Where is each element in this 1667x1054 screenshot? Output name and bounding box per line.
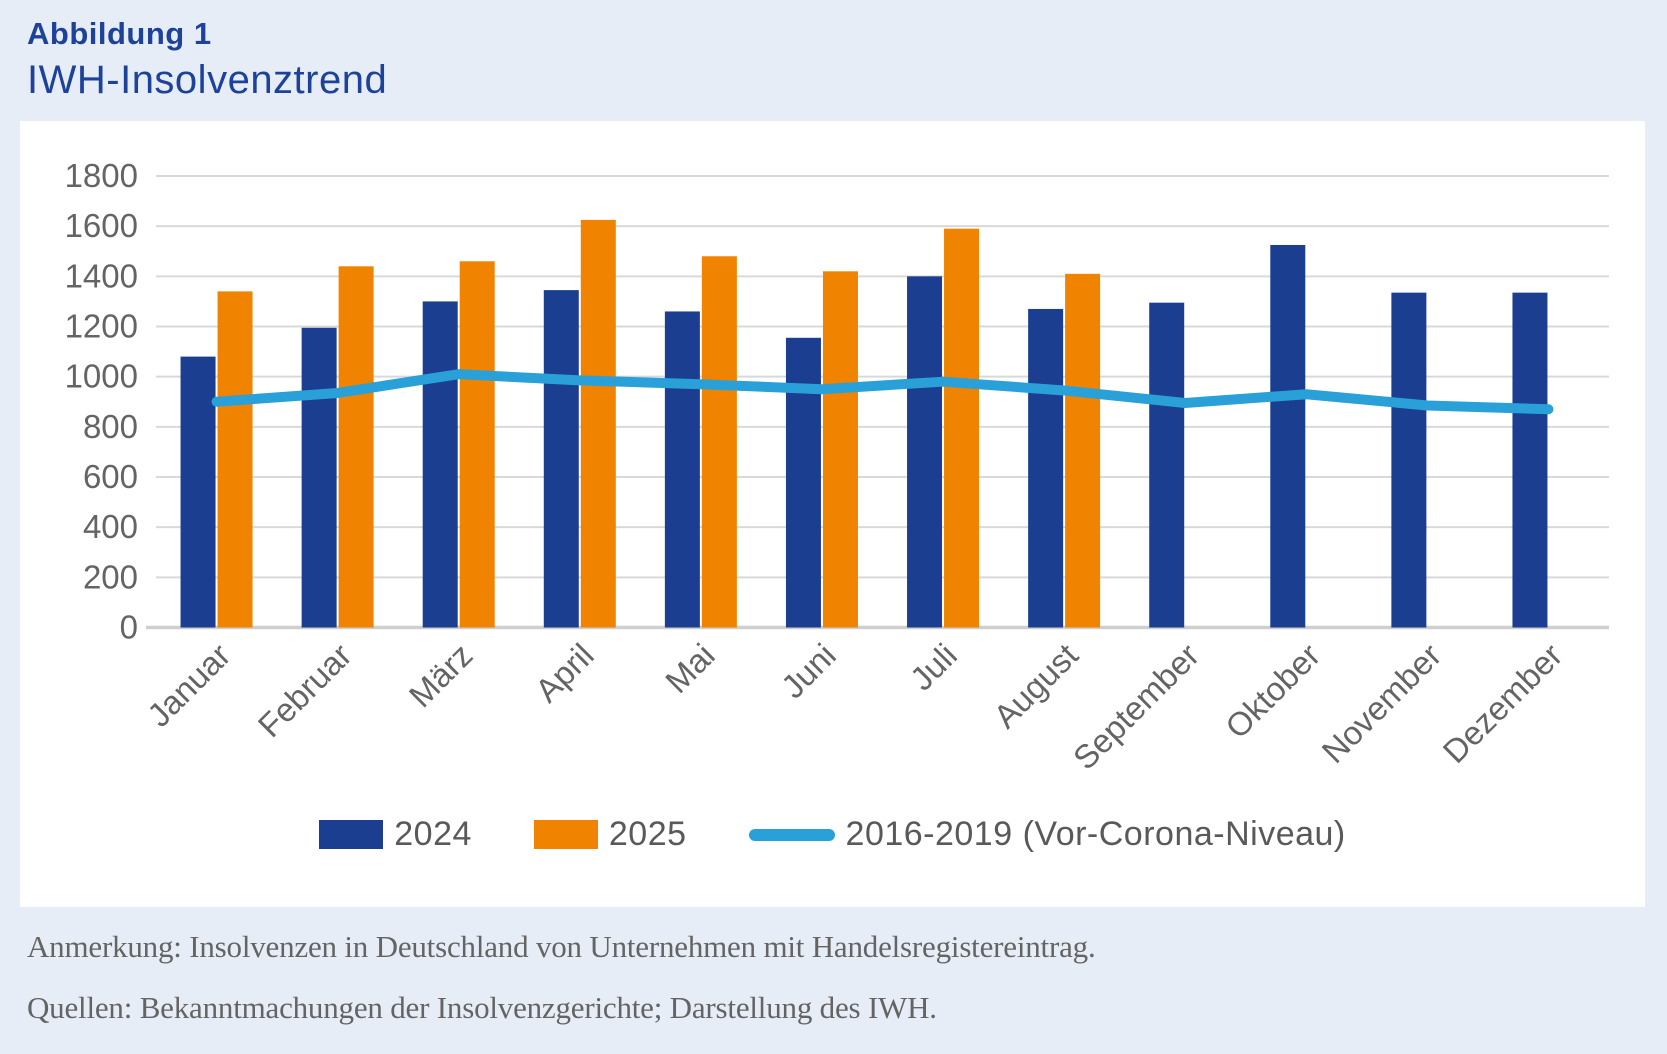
bar-2024-Mai bbox=[664, 311, 700, 628]
bar-2024-Oktober bbox=[1270, 244, 1306, 628]
bar-2024-Juni bbox=[785, 337, 821, 628]
x-tick-label-Oktober: Oktober bbox=[1218, 636, 1327, 745]
x-tick-label-Mai: Mai bbox=[658, 636, 722, 700]
footer-source: Quellen: Bekanntmachungen der Insolvenzg… bbox=[27, 990, 937, 1025]
x-tick-label-Februar: Februar bbox=[251, 636, 359, 744]
x-tick-label-April: April bbox=[528, 636, 601, 709]
y-tick-label-1600: 1600 bbox=[65, 207, 138, 244]
bar-2025-Juni bbox=[822, 271, 858, 628]
chart-title: IWH-Insolvenztrend bbox=[27, 58, 388, 102]
insolvency-chart: 0 200 400 600 800 1000 1200 1400 1600 1800 Januar F… bbox=[65, 157, 1609, 777]
bar-2024-September bbox=[1149, 302, 1185, 628]
footer-notes: Anmerkung: Insolvenzen in Deutschland vo… bbox=[27, 916, 1096, 1038]
legend-label: 2025 bbox=[608, 815, 687, 853]
legend-swatch-bar bbox=[533, 820, 598, 849]
footer-note: Anmerkung: Insolvenzen in Deutschland vo… bbox=[27, 929, 1096, 964]
x-tick-label-Januar: Januar bbox=[140, 636, 238, 734]
legend-swatch-line bbox=[748, 828, 835, 841]
line-2016-2019 bbox=[211, 369, 1554, 415]
x-tick-label-Dezember: Dezember bbox=[1436, 636, 1570, 770]
bar-2025-Juli bbox=[944, 228, 980, 628]
bar-2024-Dezember bbox=[1512, 292, 1548, 628]
x-tick-label-Juni: Juni bbox=[774, 636, 843, 705]
bar-2024-April bbox=[543, 290, 579, 628]
x-tick-label-März: März bbox=[402, 636, 480, 714]
y-tick-label-1000: 1000 bbox=[65, 358, 138, 395]
bar-2025-Februar bbox=[338, 266, 374, 628]
legend-label: 2024 bbox=[394, 815, 472, 853]
bar-2024-März bbox=[422, 301, 458, 628]
bar-2024-November bbox=[1391, 292, 1427, 628]
bar-2025-August bbox=[1065, 273, 1101, 628]
bar-2024-Juli bbox=[907, 276, 943, 628]
x-tick-label-November: November bbox=[1315, 636, 1449, 770]
legend-swatch-bar bbox=[319, 820, 384, 849]
x-tick-label-Juli: Juli bbox=[903, 636, 964, 697]
y-tick-label-1400: 1400 bbox=[65, 257, 138, 294]
legend-item-2025: 2025 bbox=[533, 815, 687, 854]
y-tick-label-600: 600 bbox=[83, 458, 138, 495]
figure-label: Abbildung 1 bbox=[27, 16, 212, 51]
y-tick-label-0: 0 bbox=[120, 609, 138, 646]
bar-2025-April bbox=[580, 219, 616, 628]
y-tick-label-800: 800 bbox=[83, 408, 138, 445]
bar-2024-Januar bbox=[180, 356, 216, 628]
y-tick-label-200: 200 bbox=[83, 558, 138, 595]
bar-2024-Februar bbox=[301, 327, 337, 628]
chart-panel: 0 200 400 600 800 1000 1200 1400 1600 1800 Januar F… bbox=[20, 121, 1645, 907]
legend-label: 2016-2019 (Vor-Corona-Niveau) bbox=[845, 815, 1346, 853]
y-tick-label-1800: 1800 bbox=[65, 157, 138, 194]
bar-2025-Januar bbox=[217, 291, 253, 628]
chart-legend: 2024 2025 2016-2019 (Vor-Corona-Niveau) bbox=[20, 815, 1645, 854]
legend-item-2024: 2024 bbox=[319, 815, 472, 854]
y-tick-label-400: 400 bbox=[83, 508, 138, 545]
x-tick-label-September: September bbox=[1066, 636, 1206, 776]
x-tick-label-August: August bbox=[986, 636, 1085, 735]
y-tick-label-1200: 1200 bbox=[65, 308, 138, 345]
bar-2025-März bbox=[459, 261, 495, 628]
bar-2024-August bbox=[1028, 308, 1064, 628]
bar-2025-Mai bbox=[701, 256, 737, 628]
legend-item-2016-2019: 2016-2019 (Vor-Corona-Niveau) bbox=[748, 815, 1346, 854]
title-block: Abbildung 1 IWH-Insolvenztrend bbox=[27, 16, 387, 103]
